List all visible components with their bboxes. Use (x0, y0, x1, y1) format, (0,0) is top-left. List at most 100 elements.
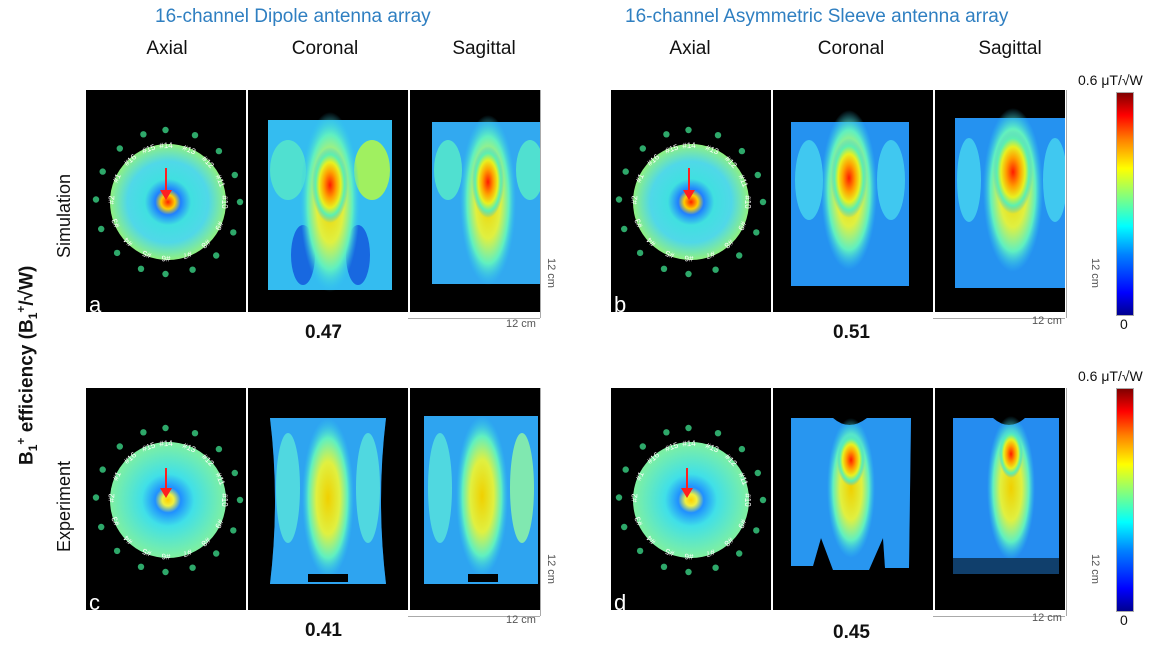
channel-label: #10 (743, 195, 752, 209)
channel-label: #14 (159, 439, 173, 448)
panel-letter: c (89, 590, 100, 615)
channel-label: #9 (736, 518, 748, 530)
antenna-dot (660, 265, 668, 272)
channel-label: #10 (220, 493, 229, 507)
channel-label: #5 (141, 248, 153, 260)
antenna-dot (231, 469, 238, 477)
antenna-dot (236, 198, 244, 206)
channel-label: #15 (141, 440, 157, 453)
scale-label-vertical: 12 cm (1089, 258, 1101, 288)
antenna-dot (99, 168, 106, 175)
sagittal-heatmap (424, 416, 538, 584)
antenna-dot (738, 445, 746, 453)
antenna-dot (754, 469, 761, 477)
channel-label: #10 (743, 493, 752, 507)
arrow-head-icon (683, 190, 695, 200)
channel-label: #2 (630, 195, 639, 205)
antenna-dot (663, 429, 670, 436)
scale-label-vertical: 12 cm (545, 554, 557, 584)
antenna-dot (162, 270, 169, 278)
axial-map-c: #1 #2 #3 #4 #5 #6 #7 #8 #9 #10 #11 #12 #13 #14 #15 #16 (86, 388, 246, 610)
channel-label: #15 (664, 440, 680, 453)
antenna-dot (215, 445, 223, 453)
scale-label-horizontal: 12 cm (1032, 612, 1062, 624)
channel-label: #6 (161, 254, 171, 263)
antenna-dot (639, 443, 646, 450)
axial-heatmap: #1#2#3#4#5 #6 #7#8#9#10#11#12#13#14#15#16 (615, 424, 767, 576)
scale-label-vertical: 12 cm (1089, 554, 1101, 584)
panel-b: #1 #2 #3 #4 #5 #6 #7 #8 #9 #10 #11 #12 #13 #14 #15 #16 … (611, 90, 1071, 317)
sagittal-map-b (935, 90, 1065, 312)
axial-heatmap: #1#2#3#4#5 #6 #7#8#9#10#11#12#13#14#15#16 (92, 126, 244, 278)
antenna-dot (685, 568, 692, 576)
colorbar-min-label-bottom: 0 (1120, 612, 1128, 628)
panel-letter: a (89, 292, 102, 317)
antenna-dot (754, 171, 761, 179)
antenna-dot (98, 523, 105, 531)
antenna-dot (162, 568, 169, 576)
antenna-dots (615, 126, 767, 278)
panel-d: #1 #2 #3 #4 #5 #6 #7 #8 #9 #10 #11 #12 #13 #14 #15 #16 … (611, 388, 1071, 615)
left-array-title: 16-channel Dipole antenna array (155, 6, 431, 27)
axial-heatmap: #1#2#3#4#5 #6 #7#8#9#10#11#12#13#14#15#16 (92, 424, 244, 576)
antenna-dots (92, 126, 244, 278)
view-label-coronal-left: Coronal (291, 38, 359, 59)
axial-heatmap: #1#2#3#4#5 #6 #7#8#9#10#11#12#13#14#15#16 (615, 126, 767, 278)
scale-bar-vertical (540, 90, 541, 318)
coronal-map-a (248, 90, 408, 312)
antenna-dot (230, 229, 237, 236)
value-b: 0.51 (833, 322, 870, 343)
channel-label: #2 (630, 493, 639, 503)
view-label-sagittal-right: Sagittal (978, 38, 1042, 59)
channel-label: #9 (736, 220, 748, 232)
antenna-dot (685, 270, 692, 278)
antenna-dot (140, 131, 147, 138)
scale-label-horizontal: 12 cm (506, 318, 536, 330)
colorbar-min-label-top: 0 (1120, 316, 1128, 332)
antenna-dot (759, 198, 767, 206)
antenna-dot (99, 466, 106, 473)
view-label-sagittal-left: Sagittal (452, 38, 516, 59)
sagittal-heatmap (953, 416, 1059, 574)
value-a: 0.47 (305, 322, 342, 343)
channel-label: #5 (664, 546, 676, 558)
antenna-dot (615, 494, 623, 501)
antenna-dot (191, 430, 199, 437)
panel-c: #1 #2 #3 #4 #5 #6 #7 #8 #9 #10 #11 #12 #13 #14 #15 #16 … (86, 388, 546, 615)
view-label-axial-right: Axial (669, 38, 711, 59)
right-array-title: 16-channel Asymmetric Sleeve antenna arr… (625, 6, 1009, 27)
channel-label: #1 (111, 470, 123, 482)
channel-label: #3 (633, 217, 645, 229)
antenna-dots (615, 424, 767, 576)
antenna-dot (736, 252, 743, 259)
antenna-dot (712, 266, 719, 273)
channel-label: #6 (161, 552, 171, 561)
sagittal-heatmap (432, 115, 540, 285)
colorbar-bottom (1116, 388, 1134, 612)
antenna-dot (162, 424, 169, 432)
channel-label: #3 (110, 515, 122, 527)
antenna-dot (116, 145, 123, 152)
colorbar-max-label-bottom: 0.6 μT/√W (1078, 368, 1143, 384)
channel-label: #5 (664, 248, 676, 260)
antenna-dot (137, 563, 145, 570)
scale-label-vertical: 12 cm (545, 258, 557, 288)
antenna-dot (231, 171, 238, 179)
scale-bar-horizontal (933, 318, 1065, 319)
antenna-dot (660, 563, 668, 570)
scale-bar-vertical (1066, 90, 1067, 318)
scale-bar-horizontal (408, 318, 540, 319)
antenna-dot (230, 527, 237, 534)
channel-label: #14 (682, 141, 696, 150)
scale-label-horizontal: 12 cm (1032, 315, 1062, 327)
panel-letter: b (614, 292, 627, 317)
channel-label: #14 (682, 439, 696, 448)
channel-label: #15 (141, 142, 157, 155)
channel-label: #7 (704, 249, 716, 261)
channel-label: #14 (159, 141, 173, 150)
antenna-dot (162, 126, 169, 134)
panel-a: #1 #2 #3 #4 #5 #6 #7 #8 #9 #10 #11 #12 #13 #14 #15 #16 … (86, 90, 546, 317)
antenna-dot (714, 132, 722, 139)
antenna-dot (639, 145, 646, 152)
channel-label: #1 (111, 172, 123, 184)
